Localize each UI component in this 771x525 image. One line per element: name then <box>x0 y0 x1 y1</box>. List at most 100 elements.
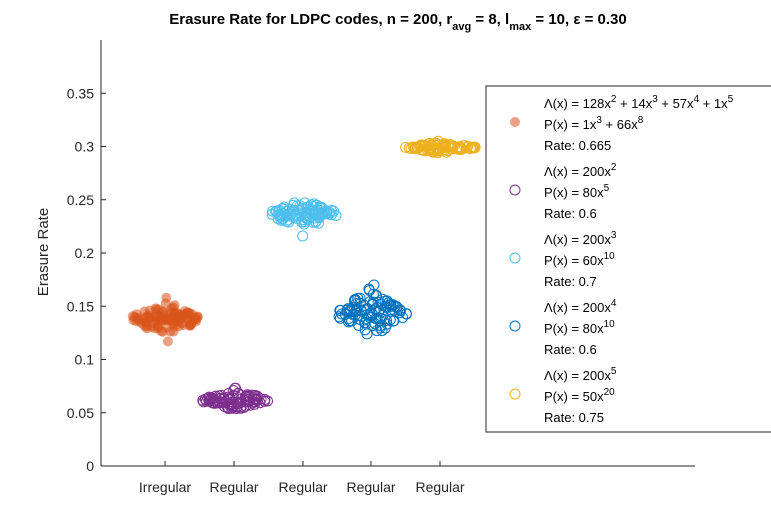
series-4 <box>333 279 412 340</box>
data-point <box>229 382 241 394</box>
data-point <box>146 322 157 332</box>
legend-lambda: Λ(x) = 200x2 <box>544 162 617 179</box>
legend-rate: Rate: 0.6 <box>544 206 597 221</box>
legend-rho: P(x) = 80x10 <box>544 319 615 336</box>
legend-marker <box>509 388 521 400</box>
legend-lambda: Λ(x) = 200x3 <box>544 230 617 247</box>
x-tick-label: Regular <box>278 479 327 495</box>
legend-rate: Rate: 0.75 <box>544 410 604 425</box>
data-point <box>131 316 142 327</box>
data-point <box>169 315 180 326</box>
data-point <box>211 397 223 409</box>
data-point <box>226 402 238 414</box>
data-point <box>403 142 415 154</box>
data-point <box>306 205 318 217</box>
series-5 <box>400 135 481 159</box>
x-tick-label: Irregular <box>139 479 191 495</box>
data-point <box>272 205 284 217</box>
data-point <box>400 308 412 320</box>
legend-marker <box>509 184 521 196</box>
data-point <box>158 313 169 324</box>
legend-box <box>485 85 771 433</box>
legend-lambda: Λ(x) = 128x2 + 14x3 + 57x4 + 1x5 <box>544 94 734 111</box>
data-point <box>394 307 406 319</box>
data-point <box>249 390 261 401</box>
data-point <box>344 315 356 327</box>
data-point <box>214 397 226 409</box>
data-point <box>330 210 342 221</box>
y-tick-label: 0.1 <box>75 352 95 368</box>
legend-rate: Rate: 0.6 <box>544 342 597 357</box>
data-point <box>213 390 225 402</box>
series-1 <box>127 292 203 347</box>
data-point <box>249 394 261 406</box>
legend-rho: P(x) = 50x20 <box>544 387 615 404</box>
data-point <box>162 336 173 347</box>
data-point <box>424 137 436 149</box>
data-point <box>275 210 287 222</box>
data-point <box>334 304 346 316</box>
legend-rate: Rate: 0.665 <box>544 138 611 153</box>
data-point <box>410 143 422 155</box>
data-point <box>242 396 254 408</box>
data-point <box>309 212 321 224</box>
data-point <box>255 393 267 405</box>
data-point <box>356 310 368 322</box>
data-point <box>183 307 194 318</box>
series-3 <box>266 197 342 242</box>
axes: 0 0.05 0.1 0.15 0.2 0.25 0.3 0.35 Irregular Regul… <box>67 40 695 495</box>
data-point <box>432 147 443 159</box>
data-point <box>206 397 218 409</box>
y-tick-label: 0.35 <box>67 85 94 101</box>
data-point <box>198 396 209 408</box>
legend-marker <box>509 252 521 264</box>
data-point <box>461 142 473 154</box>
data-point <box>162 322 173 333</box>
data-point <box>235 396 247 408</box>
y-tick-label: 0 <box>86 458 94 474</box>
data-point <box>348 294 360 306</box>
y-axis-label: Erasure Rate <box>35 208 52 296</box>
legend-marker <box>509 320 521 332</box>
data-point <box>374 314 386 326</box>
y-tick-label: 0.2 <box>75 245 95 261</box>
data-point <box>381 295 393 307</box>
x-tick-label: Regular <box>346 479 395 495</box>
legend-marker <box>510 117 520 127</box>
data-point <box>161 292 172 303</box>
data-point <box>371 289 383 301</box>
y-tick-label: 0.05 <box>67 405 94 421</box>
data-point <box>228 400 240 412</box>
data-point <box>388 315 400 327</box>
data-point <box>432 135 444 147</box>
data-point <box>312 209 323 221</box>
data-point <box>192 312 203 323</box>
data-point <box>283 208 295 220</box>
data-point <box>140 312 151 323</box>
data-point <box>300 212 312 224</box>
legend-rho: P(x) = 60x10 <box>544 251 615 268</box>
data-point <box>368 279 380 291</box>
data-point <box>297 230 309 242</box>
legend: Λ(x) = 128x2 + 14x3 + 57x4 + 1x5 P(x) = 1… <box>485 85 771 433</box>
data-point <box>299 197 311 209</box>
data-point <box>230 403 242 414</box>
data-point <box>346 301 358 313</box>
data-point <box>262 395 273 407</box>
series-2 <box>197 382 273 414</box>
data-point <box>131 309 142 320</box>
data-point <box>367 296 379 308</box>
y-tick-label: 0.15 <box>67 298 94 314</box>
y-tick-label: 0.3 <box>75 139 95 155</box>
data-point <box>376 325 388 337</box>
data-point <box>371 325 383 337</box>
data-point <box>469 141 481 153</box>
legend-rho: P(x) = 1x3 + 66x8 <box>544 115 644 132</box>
data-point <box>164 306 175 317</box>
data-point <box>379 322 391 334</box>
data-point <box>223 403 234 414</box>
data-point <box>416 144 428 156</box>
data-point <box>388 304 400 316</box>
legend-rho: P(x) = 80x5 <box>544 183 610 200</box>
